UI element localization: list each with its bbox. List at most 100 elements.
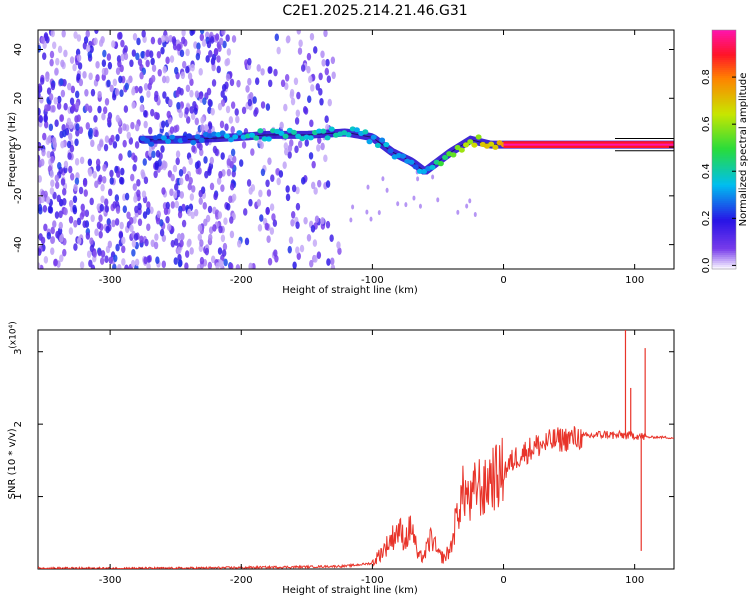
noise-cell [216, 65, 221, 74]
noise-cell [90, 139, 95, 148]
colorbar-segment [712, 237, 736, 240]
noise-cell [250, 148, 255, 156]
noise-cell [306, 233, 312, 242]
x-tick-label: 0 [500, 575, 506, 586]
noise-cell [82, 179, 88, 187]
noise-cell [101, 112, 106, 121]
colorbar-segment [712, 223, 736, 226]
noise-cell [436, 197, 440, 203]
x-tick-label: 100 [625, 575, 644, 586]
signal-cell [421, 168, 428, 175]
noise-cell [349, 217, 353, 223]
noise-cell [50, 155, 55, 164]
noise-cell [239, 159, 244, 167]
noise-cell [234, 108, 239, 116]
x-axis-label: Height of straight line (km) [282, 285, 418, 296]
noise-cell [83, 36, 89, 44]
noise-cell [207, 205, 213, 214]
noise-cell [104, 205, 110, 213]
noise-cell [126, 131, 131, 140]
noise-cell [257, 224, 263, 232]
noise-cell [197, 233, 202, 242]
colorbar-segment [712, 243, 736, 246]
noise-cell [175, 150, 181, 158]
noise-cell [248, 198, 253, 207]
colorbar-segment [712, 205, 736, 208]
signal-cell [454, 144, 461, 151]
colorbar-segment [712, 129, 736, 133]
noise-cell [365, 209, 369, 215]
signal-cell [316, 128, 323, 134]
noise-cell [179, 191, 185, 199]
x-tick-label: -300 [99, 575, 122, 586]
noise-cell [115, 114, 120, 123]
noise-cell [50, 226, 55, 235]
noise-cell [198, 189, 203, 198]
noise-cell [133, 233, 139, 241]
noise-cell [148, 126, 153, 135]
colorbar-segment [712, 47, 736, 51]
noise-cell [351, 204, 355, 210]
noise-cell [254, 77, 260, 86]
noise-cell [139, 95, 145, 104]
colorbar-segment [712, 30, 736, 33]
noise-cell [106, 79, 111, 88]
colorbar-segment [712, 39, 736, 43]
noise-cell [134, 141, 140, 149]
noise-cell [194, 117, 199, 126]
noise-cell [112, 78, 118, 87]
noise-cell [165, 56, 170, 65]
signal-cell [442, 154, 449, 161]
noise-cell [200, 116, 205, 124]
noise-cell [123, 105, 129, 113]
noise-cell [118, 75, 123, 84]
noise-cell [226, 158, 231, 166]
noise-cell [147, 82, 152, 91]
noise-cell [171, 36, 177, 44]
noise-cell [132, 216, 137, 224]
noise-cell [197, 224, 203, 232]
noise-cell [404, 202, 408, 208]
noise-cell [109, 84, 114, 93]
noise-cell [155, 216, 161, 225]
colorbar-segment [712, 107, 736, 111]
noise-cell [279, 121, 284, 130]
colorbar-segment [712, 59, 736, 63]
noise-cell [76, 34, 82, 42]
colorbar-segment [712, 143, 736, 147]
noise-cell [104, 135, 110, 143]
noise-cell [285, 35, 291, 44]
noise-cell [40, 77, 45, 85]
noise-cell [236, 79, 241, 88]
noise-cell [115, 67, 121, 75]
noise-cell [46, 150, 51, 159]
noise-cell [268, 79, 273, 88]
noise-cell [369, 216, 373, 222]
noise-cell [38, 107, 41, 116]
noise-cell [191, 185, 196, 193]
colorbar-segment [712, 37, 736, 41]
y-tick-label: -20 [13, 188, 24, 204]
noise-cell [60, 178, 66, 186]
colorbar-segment [712, 51, 736, 55]
colorbar-tick-label: 0.4 [701, 163, 712, 179]
noise-cell [161, 187, 166, 195]
noise-cell [144, 238, 149, 247]
noise-cell [143, 109, 148, 118]
y-tick-label: -40 [13, 236, 24, 252]
noise-cell [267, 66, 272, 74]
noise-cell [50, 179, 55, 188]
noise-cell [120, 39, 125, 48]
noise-cell [130, 259, 136, 268]
x-tick-label: 0 [500, 275, 506, 286]
noise-cell [229, 182, 235, 191]
noise-cell [154, 233, 159, 241]
noise-cell [223, 217, 228, 226]
y-tick-label: 40 [13, 43, 24, 56]
noise-cell [75, 123, 80, 131]
noise-cell [182, 60, 187, 69]
noise-cell [90, 214, 95, 223]
noise-cell [97, 90, 102, 99]
noise-cell [131, 101, 136, 109]
noise-cell [59, 114, 65, 122]
